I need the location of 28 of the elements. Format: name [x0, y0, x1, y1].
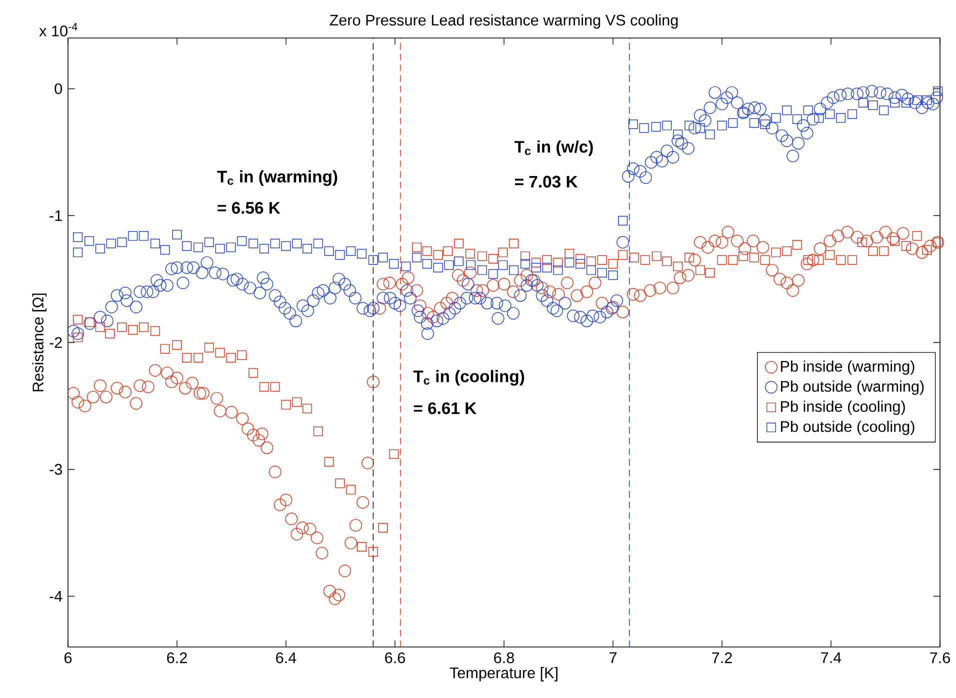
x-tick-label: 7.6: [930, 652, 950, 664]
legend-label: Pb inside (cooling): [781, 400, 905, 415]
x-tick-label: 7: [610, 652, 616, 663]
y-axis-title: Resistance [Ω]: [32, 294, 47, 392]
legend-label: Pb inside (warming): [781, 360, 914, 375]
x-tick-label: 7.2: [712, 652, 732, 664]
y-tick-label: -2: [50, 337, 62, 348]
legend-label: Pb outside (warming): [781, 380, 924, 395]
annotation: T$_{c}$ in (w/c): [514, 140, 593, 156]
x-tick-label: 6.4: [276, 652, 296, 664]
annotation: = 7.03 K: [515, 176, 578, 188]
x-tick-label: 6: [64, 652, 72, 664]
x-tick-label: 6.8: [494, 652, 514, 664]
annotation: T$_{c}$ in (cooling): [413, 370, 524, 386]
x-tick-label: 6.6: [385, 652, 405, 664]
y-tick-label: 0: [54, 83, 62, 94]
y-tick-label: -1: [50, 210, 62, 221]
x-tick-label: 6.2: [167, 652, 187, 664]
annotation: = 6.56 K: [218, 202, 280, 214]
chart-title: Zero Pressure Lead resistance warming VS cooling: [330, 14, 678, 29]
annotation: T$_{c}$ in (warming): [217, 170, 338, 186]
y-tick-label: -3: [50, 464, 62, 475]
y-tick-label: -4: [50, 590, 62, 602]
legend-label: Pb outside (cooling): [781, 420, 914, 435]
text: x 10$^{-4}$: [39, 23, 78, 36]
x-tick-label: 7.4: [821, 652, 842, 663]
x-axis-title: Temperature [K]: [450, 667, 558, 682]
annotation: = 6.61 K: [414, 402, 476, 414]
